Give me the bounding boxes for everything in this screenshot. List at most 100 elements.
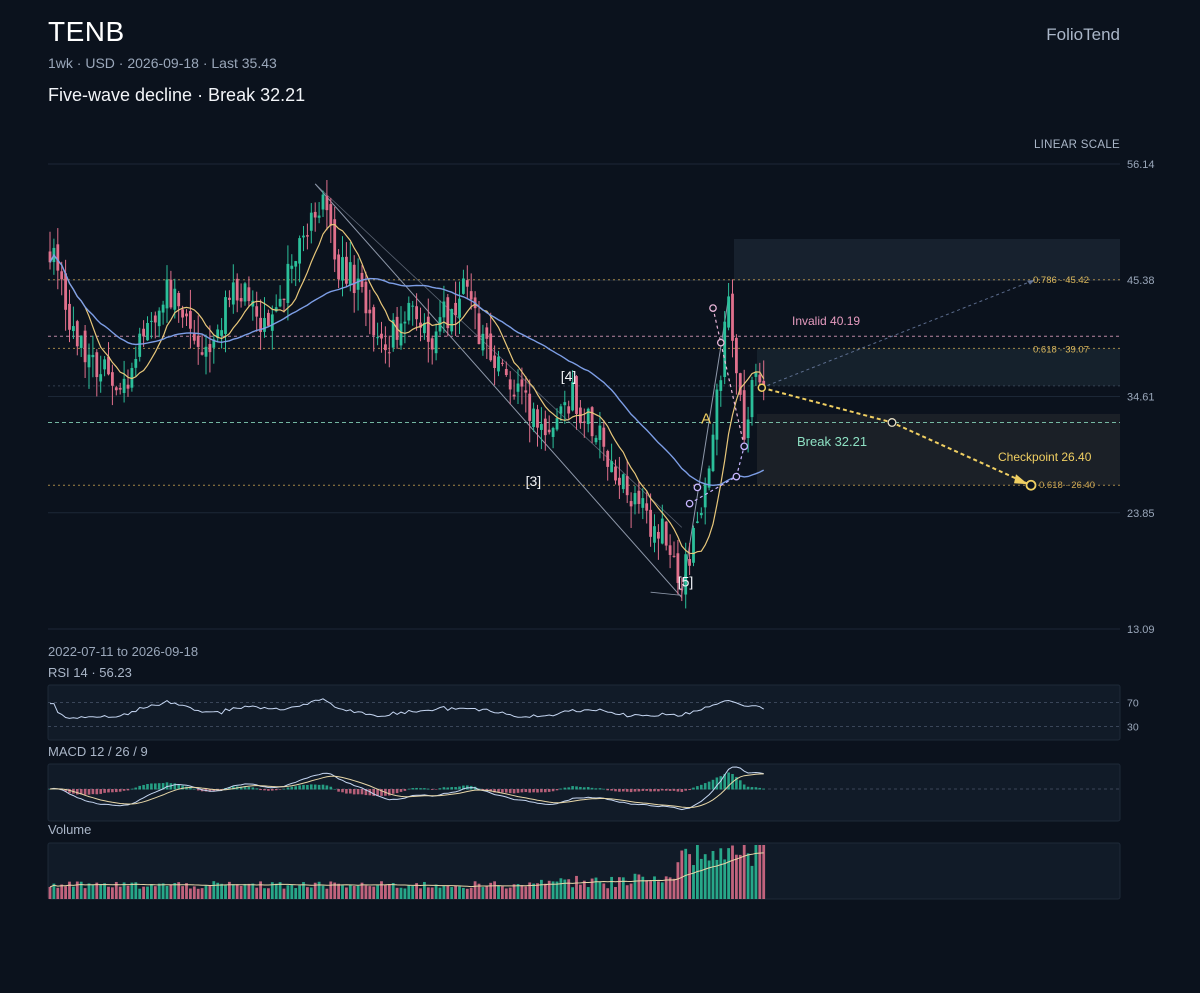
rsi-level-label: 70 xyxy=(1127,698,1139,710)
candle-body xyxy=(130,368,134,388)
macd-bar xyxy=(696,786,699,790)
volume-bar xyxy=(719,848,723,899)
volume-bar xyxy=(267,888,270,899)
volume-bar xyxy=(516,883,520,899)
candle-body xyxy=(559,406,563,414)
volume-bar xyxy=(621,877,625,899)
volume-bar xyxy=(469,887,473,899)
volume-bar xyxy=(579,884,582,899)
macd-line xyxy=(49,766,764,811)
volume-bar xyxy=(547,880,551,899)
candle-body xyxy=(333,219,337,260)
macd-bar xyxy=(555,789,559,791)
candle-body xyxy=(270,314,274,331)
candle-body xyxy=(169,279,173,308)
volume-bars xyxy=(48,845,766,899)
volume-bar xyxy=(251,883,255,899)
macd-bar xyxy=(64,789,67,792)
volume-bar xyxy=(48,886,52,899)
volume-bar xyxy=(302,882,305,899)
volume-bar xyxy=(524,886,528,899)
volume-bar xyxy=(493,881,496,899)
candle-body xyxy=(220,330,223,336)
candle-body xyxy=(391,319,395,348)
candle-body xyxy=(189,311,192,329)
volume-bar xyxy=(282,888,286,899)
volume-bar xyxy=(446,885,450,899)
macd-bar xyxy=(267,789,270,791)
candle-body xyxy=(735,337,738,374)
candle-body xyxy=(411,305,415,307)
candle-body xyxy=(426,316,430,342)
candle-body xyxy=(317,215,321,218)
volume-bar xyxy=(95,882,99,899)
macd-bar xyxy=(232,786,235,790)
macd-bar xyxy=(594,788,598,790)
volume-bar xyxy=(286,885,290,899)
support-zone xyxy=(757,413,1120,486)
volume-bar xyxy=(247,883,251,899)
candle-body xyxy=(742,390,746,440)
candle-body xyxy=(555,418,559,430)
volume-bar xyxy=(657,881,660,899)
macd-bar xyxy=(434,789,438,790)
macd-bar xyxy=(290,786,294,790)
volume-bar xyxy=(274,883,278,899)
volume-bar xyxy=(458,886,461,899)
volume-bar xyxy=(352,886,356,899)
candle-body xyxy=(138,333,142,357)
macd-bar xyxy=(278,789,282,790)
candle-body xyxy=(594,437,598,443)
volume-bar xyxy=(235,884,239,899)
volume-bar xyxy=(196,888,200,899)
macd-bar xyxy=(364,789,368,796)
volume-bar xyxy=(489,882,493,899)
volume-bar xyxy=(107,886,110,899)
volume-bar xyxy=(220,883,223,899)
candle-body xyxy=(345,256,348,284)
macd-bar xyxy=(302,784,305,790)
candle-body xyxy=(79,335,83,348)
macd-bar xyxy=(742,784,746,790)
macd-bar xyxy=(173,783,177,790)
macd-bar xyxy=(79,789,83,795)
upper-target-zone xyxy=(734,239,1120,280)
macd-bar xyxy=(76,789,79,795)
volume-bar xyxy=(395,887,399,899)
macd-bar xyxy=(762,788,765,790)
candle-body xyxy=(263,318,266,332)
volume-bar xyxy=(56,887,60,899)
volume-bar xyxy=(606,888,610,899)
macd-bar xyxy=(520,789,524,793)
volume-bar xyxy=(633,873,637,899)
scale-toggle[interactable]: LINEAR SCALE xyxy=(1033,139,1120,151)
macd-bar xyxy=(239,786,243,790)
volume-bar xyxy=(485,886,489,899)
candle-body xyxy=(528,393,532,421)
macd-bar xyxy=(477,788,481,790)
macd-bar xyxy=(313,784,317,790)
candle-body xyxy=(313,211,317,218)
candle-body xyxy=(633,493,637,505)
volume-bar xyxy=(754,845,758,899)
candle-body xyxy=(680,589,684,591)
macd-bar xyxy=(228,787,231,790)
macd-bar xyxy=(399,789,403,792)
macd-bar xyxy=(333,788,336,790)
candle-body xyxy=(356,278,360,290)
volume-bar xyxy=(157,883,161,899)
candle-body xyxy=(114,387,118,391)
candle-body xyxy=(157,310,161,327)
candle-body xyxy=(419,322,422,328)
grid-lines xyxy=(48,163,1120,630)
candle-body xyxy=(126,384,130,389)
volume-bar xyxy=(664,876,668,899)
volume-bar xyxy=(442,885,446,899)
macd-bar xyxy=(345,789,348,794)
macd-bar xyxy=(259,789,262,791)
volume-bar xyxy=(317,881,321,899)
volume-bar xyxy=(703,854,707,899)
candle-body xyxy=(247,287,251,302)
candle-body xyxy=(68,303,71,330)
macd-bar xyxy=(271,789,274,791)
